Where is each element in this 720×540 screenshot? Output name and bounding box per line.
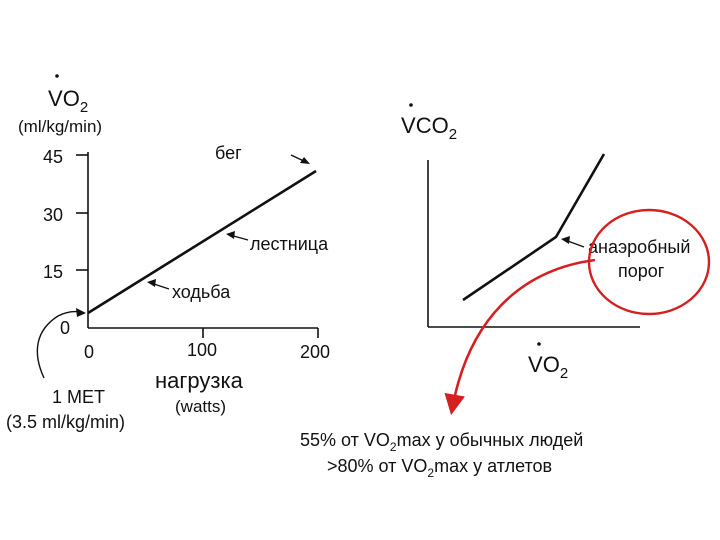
caption-sub: 2 bbox=[427, 466, 434, 480]
right-y-label: VCO2 bbox=[401, 103, 457, 143]
caption-post: max у обычных людей bbox=[397, 430, 584, 450]
dot-accent bbox=[409, 103, 413, 107]
y-label-sub: 2 bbox=[80, 99, 88, 116]
caption-pre: 55% от VO bbox=[300, 430, 390, 450]
svg-text:VO2: VO2 bbox=[528, 352, 568, 382]
left-x-label: нагрузка bbox=[155, 368, 244, 393]
threshold-label-line2: порог bbox=[618, 261, 665, 281]
svg-text:VO2: VO2 bbox=[48, 86, 88, 116]
left-chart: VO2 (ml/kg/min) 45 30 15 0 0 100 200 наг… bbox=[6, 74, 330, 432]
y-label-base: V bbox=[401, 113, 416, 138]
label-run: бег bbox=[215, 143, 242, 163]
x-label-sub: 2 bbox=[560, 365, 568, 382]
x-tick-label: 0 bbox=[84, 342, 94, 362]
threshold-arrow bbox=[561, 236, 585, 248]
y-label-sub: 2 bbox=[449, 126, 457, 143]
run-arrow bbox=[290, 154, 310, 164]
right-chart: VCO2 анаэробный порог VO2 55% от VO2max … bbox=[300, 103, 711, 480]
walk-arrow bbox=[147, 279, 170, 290]
y-tick-label: 15 bbox=[43, 262, 63, 282]
caption-line2: >80% от VO2max у атлетов bbox=[327, 456, 552, 480]
caption-pre: >80% от VO bbox=[327, 456, 427, 476]
vco2-vo2-line bbox=[462, 153, 606, 302]
left-y-unit: (ml/kg/min) bbox=[18, 117, 102, 136]
met-note-line2: (3.5 ml/kg/min) bbox=[6, 412, 125, 432]
dot-accent bbox=[537, 342, 541, 346]
left-x-unit: (watts) bbox=[175, 397, 226, 416]
met-pointer bbox=[36, 308, 86, 379]
x-label-main: O bbox=[543, 352, 560, 377]
right-x-label: VO2 bbox=[528, 342, 568, 382]
stairs-arrow bbox=[226, 231, 249, 241]
y-label-base: V bbox=[48, 86, 63, 111]
vo2-workload-line bbox=[87, 169, 317, 315]
threshold-label-line1: анаэробный bbox=[588, 237, 690, 257]
y-tick-label: 30 bbox=[43, 205, 63, 225]
left-y-label: VO2 bbox=[48, 74, 88, 116]
caption-post: max у атлетов bbox=[434, 456, 552, 476]
svg-text:VCO2: VCO2 bbox=[401, 113, 457, 143]
y-label-main: O bbox=[63, 86, 80, 111]
threshold-red-arrow bbox=[444, 258, 596, 416]
caption-sub: 2 bbox=[390, 440, 397, 454]
met-note-line1: 1 MET bbox=[52, 387, 105, 407]
y-tick-label: 45 bbox=[43, 147, 63, 167]
caption-line1: 55% от VO2max у обычных людей bbox=[300, 430, 583, 454]
x-tick-label: 200 bbox=[300, 342, 330, 362]
label-walk: ходьба bbox=[172, 282, 231, 302]
dot-accent bbox=[55, 74, 59, 78]
y-tick-label: 0 bbox=[60, 318, 70, 338]
label-stairs: лестница bbox=[250, 234, 329, 254]
x-label-base: V bbox=[528, 352, 543, 377]
x-tick-label: 100 bbox=[187, 340, 217, 360]
y-label-main: CO bbox=[416, 113, 449, 138]
